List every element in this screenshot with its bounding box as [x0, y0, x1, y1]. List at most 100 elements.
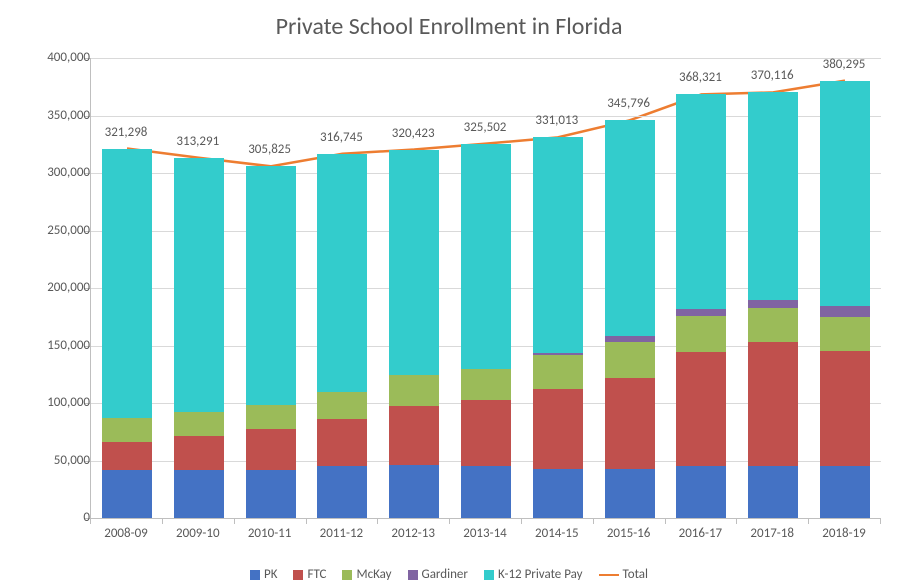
- bar-segment-FTC: [748, 342, 798, 466]
- bar-segment-K12: [533, 137, 583, 353]
- legend-swatch-line: [599, 574, 619, 576]
- x-tick-label: 2008-09: [104, 526, 148, 541]
- bar-segment-Gardiner: [820, 306, 870, 316]
- bar-segment-McKay: [748, 308, 798, 343]
- data-label: 368,321: [679, 70, 722, 85]
- bar-segment-Gardiner: [676, 309, 726, 316]
- x-tick-label: 2011-12: [320, 526, 364, 541]
- bar-segment-McKay: [676, 316, 726, 353]
- bar-segment-K12: [820, 81, 870, 307]
- bar-segment-Gardiner: [605, 336, 655, 342]
- bar-segment-McKay: [317, 392, 367, 420]
- data-label: 380,295: [823, 57, 866, 72]
- data-label: 331,013: [535, 113, 578, 128]
- data-label: 321,298: [105, 125, 148, 140]
- legend-swatch: [250, 570, 260, 580]
- bar-segment-McKay: [605, 342, 655, 378]
- bar-segment-FTC: [461, 400, 511, 467]
- bar-segment-McKay: [820, 317, 870, 352]
- legend-label: PK: [264, 567, 277, 582]
- bar-segment-McKay: [246, 405, 296, 429]
- legend-item: Total: [599, 567, 648, 582]
- bar-segment-FTC: [533, 389, 583, 468]
- x-tick: [808, 518, 809, 524]
- bar-segment-FTC: [820, 351, 870, 466]
- chart-container: Private School Enrollment in Florida PK F…: [0, 0, 898, 588]
- x-tick-label: 2013-14: [463, 526, 507, 541]
- legend-label: Gardiner: [422, 567, 468, 582]
- bar-segment-McKay: [461, 369, 511, 400]
- x-tick: [736, 518, 737, 524]
- bar-segment-K12: [461, 144, 511, 369]
- legend-label: K-12 Private Pay: [498, 567, 583, 582]
- bar-segment-FTC: [102, 442, 152, 470]
- bar-segment-K12: [174, 158, 224, 412]
- gridline: [91, 58, 881, 59]
- legend-item: McKay: [342, 567, 391, 582]
- legend-label: FTC: [307, 567, 326, 582]
- bar-segment-FTC: [676, 352, 726, 466]
- bar-segment-FTC: [246, 429, 296, 469]
- bar-segment-McKay: [174, 412, 224, 436]
- bar-segment-K12: [246, 166, 296, 405]
- data-label: 313,291: [176, 134, 219, 149]
- x-tick-label: 2014-15: [535, 526, 579, 541]
- x-tick-label: 2015-16: [607, 526, 651, 541]
- legend-label: McKay: [356, 567, 391, 582]
- x-tick-label: 2018-19: [822, 526, 866, 541]
- bar-segment-PK: [748, 466, 798, 518]
- x-tick: [880, 518, 881, 524]
- bar-segment-FTC: [174, 436, 224, 469]
- x-tick-label: 2010-11: [248, 526, 292, 541]
- data-label: 325,502: [464, 120, 507, 135]
- bar-segment-Gardiner: [533, 353, 583, 355]
- bar-segment-PK: [317, 466, 367, 518]
- bar-segment-McKay: [389, 375, 439, 406]
- legend-label: Total: [623, 567, 648, 582]
- bar-segment-PK: [461, 466, 511, 518]
- data-label: 305,825: [248, 142, 291, 157]
- bar-segment-PK: [102, 470, 152, 518]
- bar-segment-FTC: [389, 406, 439, 465]
- x-tick: [377, 518, 378, 524]
- x-tick: [162, 518, 163, 524]
- legend-swatch: [342, 570, 352, 580]
- x-tick: [665, 518, 666, 524]
- y-tick-label: 250,000: [10, 223, 90, 238]
- x-tick: [449, 518, 450, 524]
- bar-segment-K12: [676, 94, 726, 308]
- y-tick-label: 350,000: [10, 108, 90, 123]
- bar-segment-K12: [102, 149, 152, 418]
- bar-segment-McKay: [102, 418, 152, 442]
- legend-item: FTC: [293, 567, 326, 582]
- y-tick-label: 200,000: [10, 280, 90, 295]
- bar-segment-K12: [389, 150, 439, 376]
- bar-segment-PK: [676, 466, 726, 518]
- legend-swatch: [293, 570, 303, 580]
- bar-segment-K12: [748, 92, 798, 299]
- data-label: 320,423: [392, 126, 435, 141]
- legend-swatch: [408, 570, 418, 580]
- x-tick: [234, 518, 235, 524]
- y-tick-label: 50,000: [10, 453, 90, 468]
- legend-swatch: [484, 570, 494, 580]
- bar-segment-FTC: [605, 378, 655, 469]
- y-tick-label: 400,000: [10, 50, 90, 65]
- x-tick-label: 2009-10: [176, 526, 220, 541]
- bar-segment-PK: [174, 470, 224, 518]
- bar-segment-PK: [246, 470, 296, 518]
- x-tick-label: 2012-13: [391, 526, 435, 541]
- y-tick-label: 0: [10, 510, 90, 525]
- bar-segment-K12: [605, 120, 655, 336]
- bar-segment-Gardiner: [748, 300, 798, 308]
- bar-segment-PK: [820, 466, 870, 518]
- legend-item: PK: [250, 567, 277, 582]
- y-tick-label: 150,000: [10, 338, 90, 353]
- bar-segment-PK: [533, 469, 583, 518]
- bar-segment-FTC: [317, 419, 367, 466]
- x-tick-label: 2016-17: [679, 526, 723, 541]
- legend-item: K-12 Private Pay: [484, 567, 583, 582]
- x-tick: [521, 518, 522, 524]
- chart-title: Private School Enrollment in Florida: [0, 12, 898, 41]
- x-tick: [306, 518, 307, 524]
